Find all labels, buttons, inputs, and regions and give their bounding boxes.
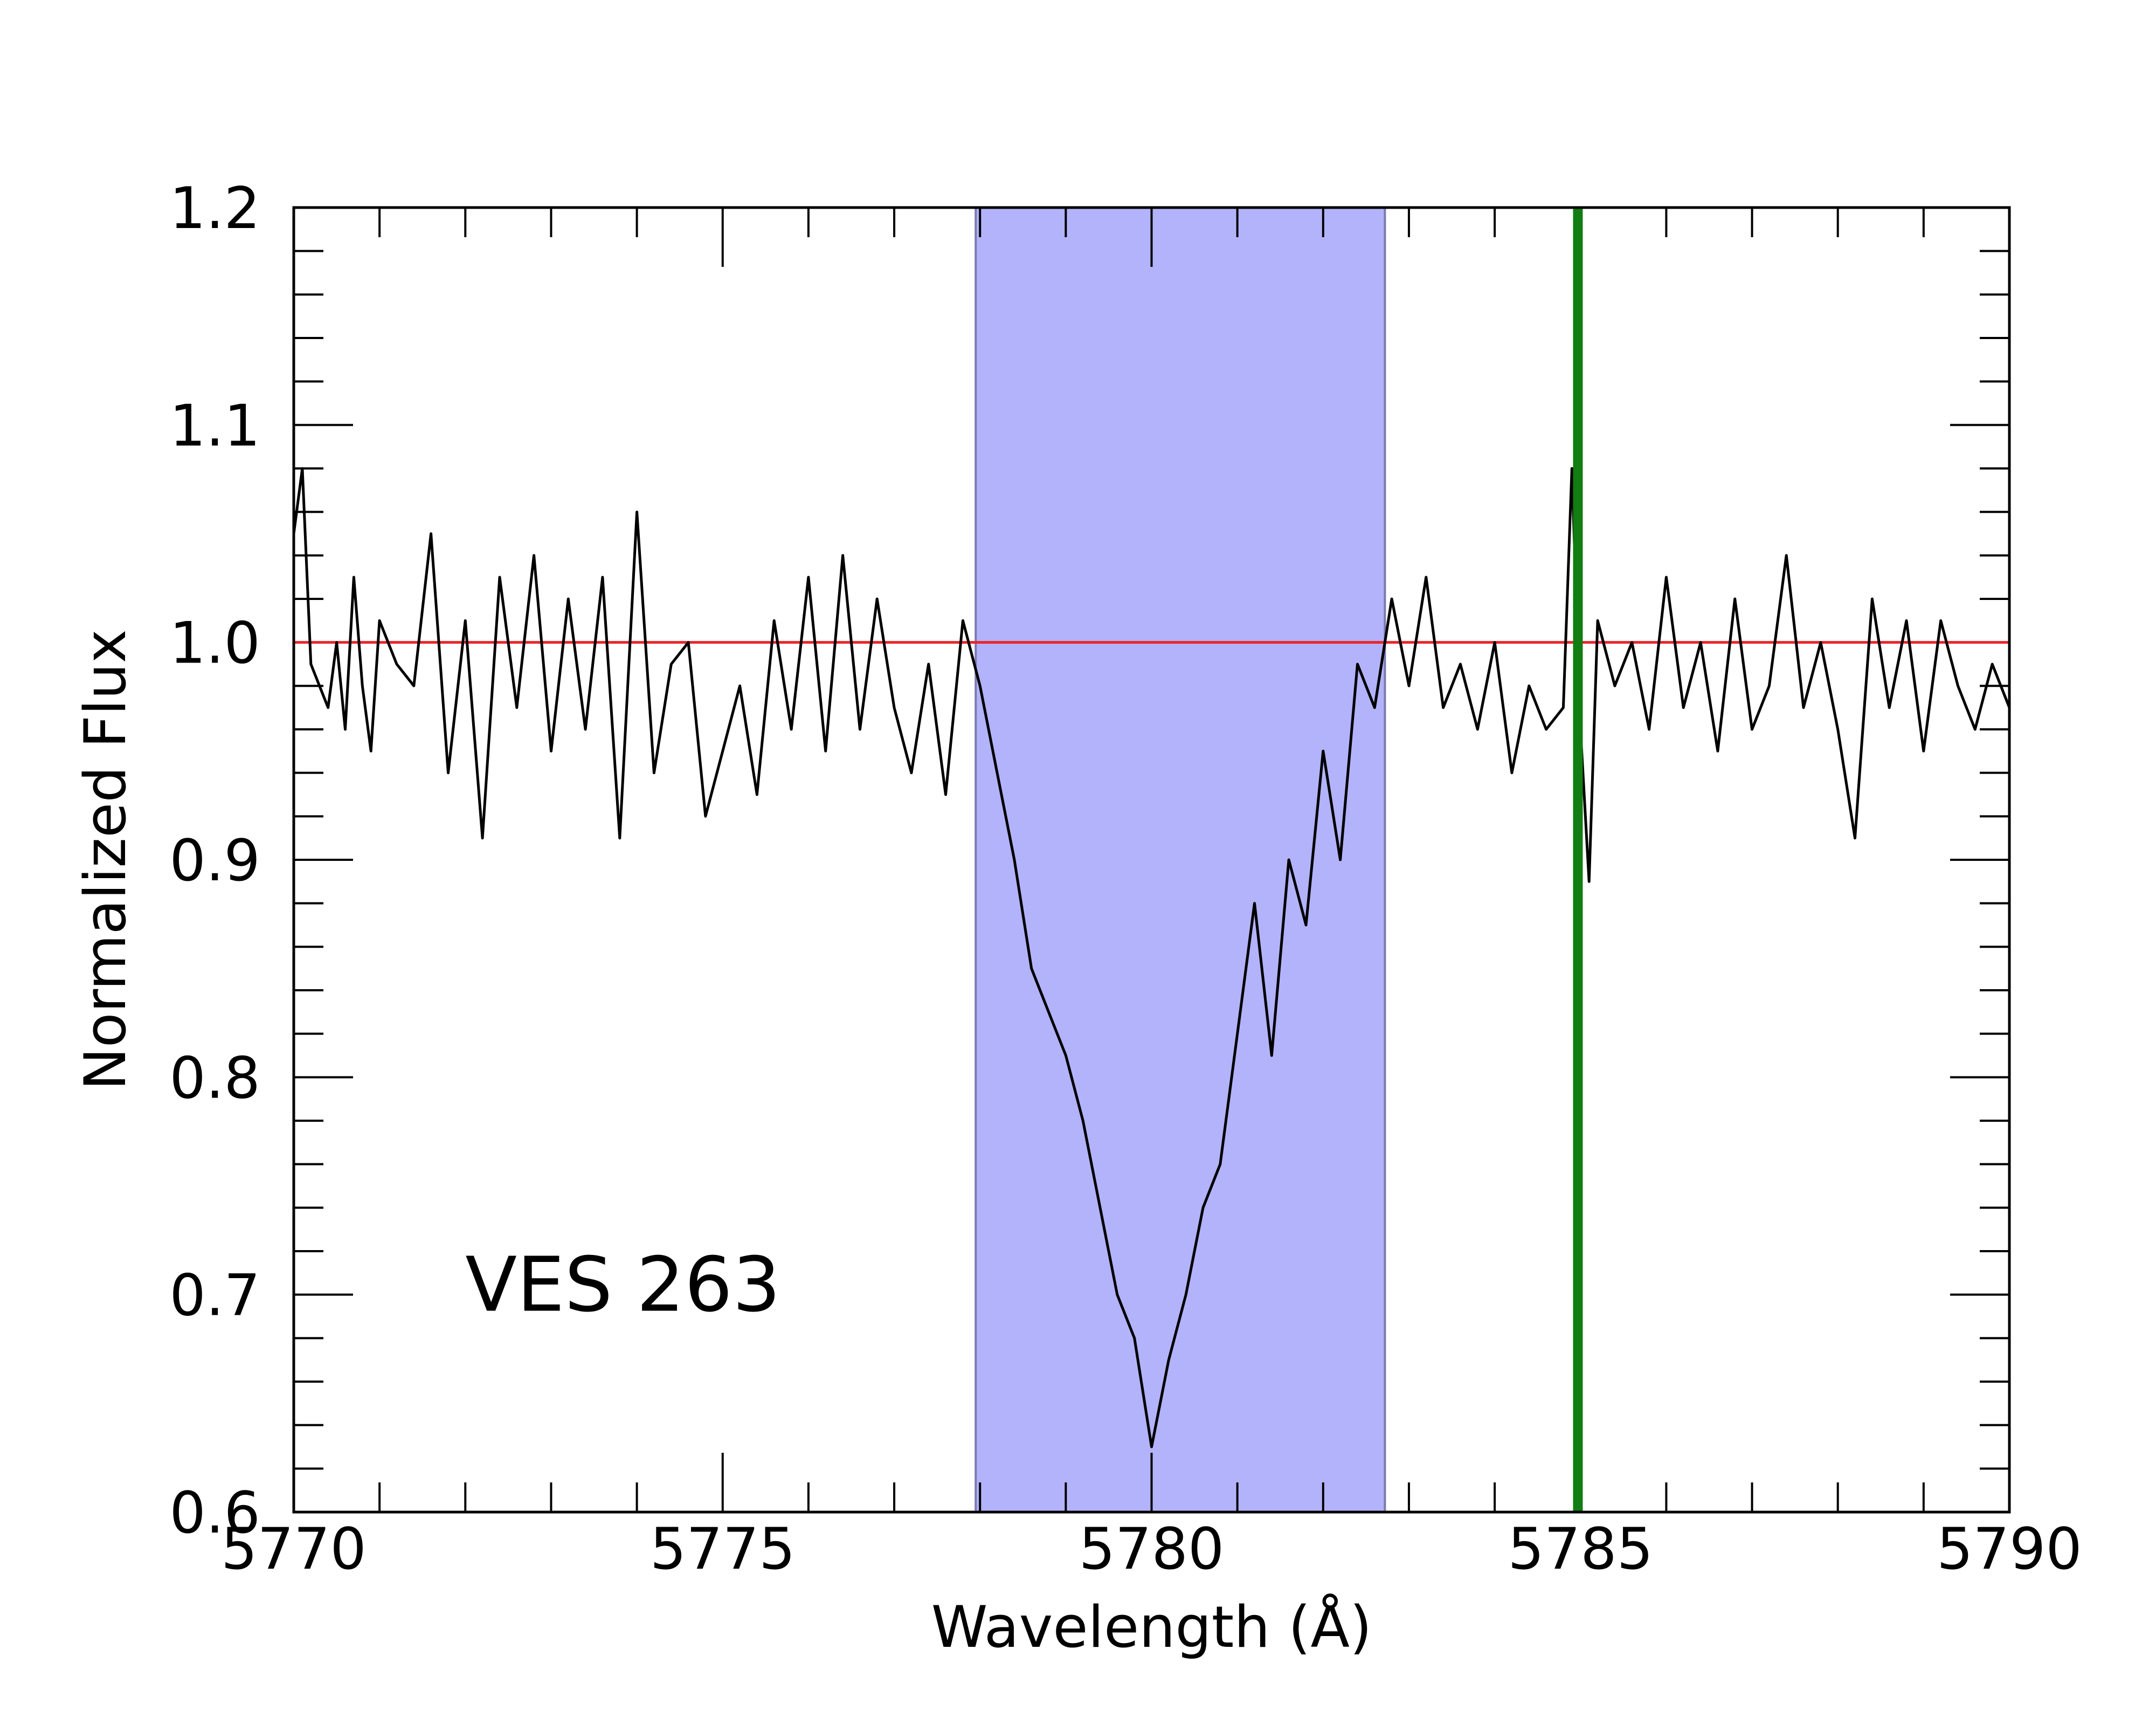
y-tick-label: 0.9 — [169, 827, 260, 894]
y-tick-labels: 0.6 0.7 0.8 0.9 1.0 1.1 1.2 — [169, 175, 260, 1546]
y-tick-label: 1.0 — [169, 610, 260, 677]
x-tick-labels: 5770 5775 5780 5785 5790 — [221, 1516, 2082, 1582]
y-tick-label: 0.7 — [169, 1262, 260, 1329]
plot-frame — [292, 206, 2011, 1514]
shaded-region — [975, 206, 1386, 1513]
y-tick-label: 0.8 — [169, 1045, 260, 1111]
x-tick-label: 5770 — [221, 1516, 367, 1582]
y-tick-label: 0.6 — [169, 1480, 260, 1546]
x-tick-label: 5780 — [1079, 1516, 1225, 1582]
x-tick-label: 5775 — [650, 1516, 796, 1582]
x-tick-label: 5790 — [1937, 1516, 2082, 1582]
y-tick-label: 1.1 — [169, 392, 260, 459]
y-tick-label: 1.2 — [169, 175, 260, 242]
shaded-region-layer — [975, 206, 1386, 1513]
y-axis-title: Normalized Flux — [72, 629, 139, 1090]
object-label: VES 263 — [465, 1241, 780, 1329]
x-axis-title: Wavelength (Å) — [931, 1594, 1372, 1660]
x-tick-label: 5785 — [1508, 1516, 1653, 1582]
spectrum-line — [292, 467, 2011, 1448]
series-layer — [292, 467, 2011, 1448]
